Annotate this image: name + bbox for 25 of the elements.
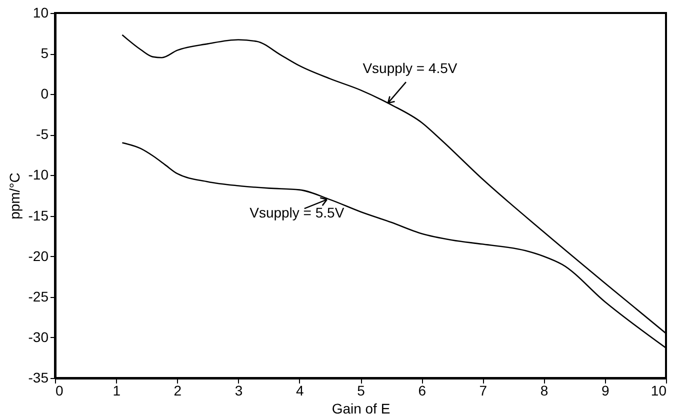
x-tick-label: 3: [234, 382, 243, 398]
y-tick-label: -30: [28, 328, 49, 345]
annotation: Vsupply = 5.5V: [250, 204, 345, 221]
x-tick-label: 10: [650, 382, 667, 398]
x-tick-label: 4: [296, 382, 304, 398]
y-tick-label: -15: [28, 207, 49, 224]
x-tick-label: 1: [112, 382, 121, 398]
x-tick-label: 2: [174, 382, 182, 398]
y-tick-label: -5: [36, 126, 49, 142]
y-tick-label: 0: [40, 86, 49, 102]
y-tick-label: 10: [32, 4, 49, 20]
y-tick-label: -20: [28, 248, 49, 264]
y-tick-label: -25: [28, 288, 49, 304]
y-tick-label: -10: [28, 166, 49, 183]
x-tick-label: 6: [418, 382, 426, 398]
annotation: Vsupply = 4.5V: [362, 60, 458, 76]
x-tick-label: 0: [56, 382, 64, 398]
x-tick-label: 5: [357, 382, 366, 398]
y-axis-title: ppm/°C: [6, 172, 22, 220]
x-tick-label: 9: [602, 382, 610, 398]
y-tick-label: -35: [28, 370, 49, 386]
x-axis-title: Gain of E: [332, 400, 390, 416]
x-tick-label: 7: [479, 382, 488, 398]
y-tick-label: 5: [40, 45, 49, 62]
x-tick-label: 8: [540, 382, 548, 398]
